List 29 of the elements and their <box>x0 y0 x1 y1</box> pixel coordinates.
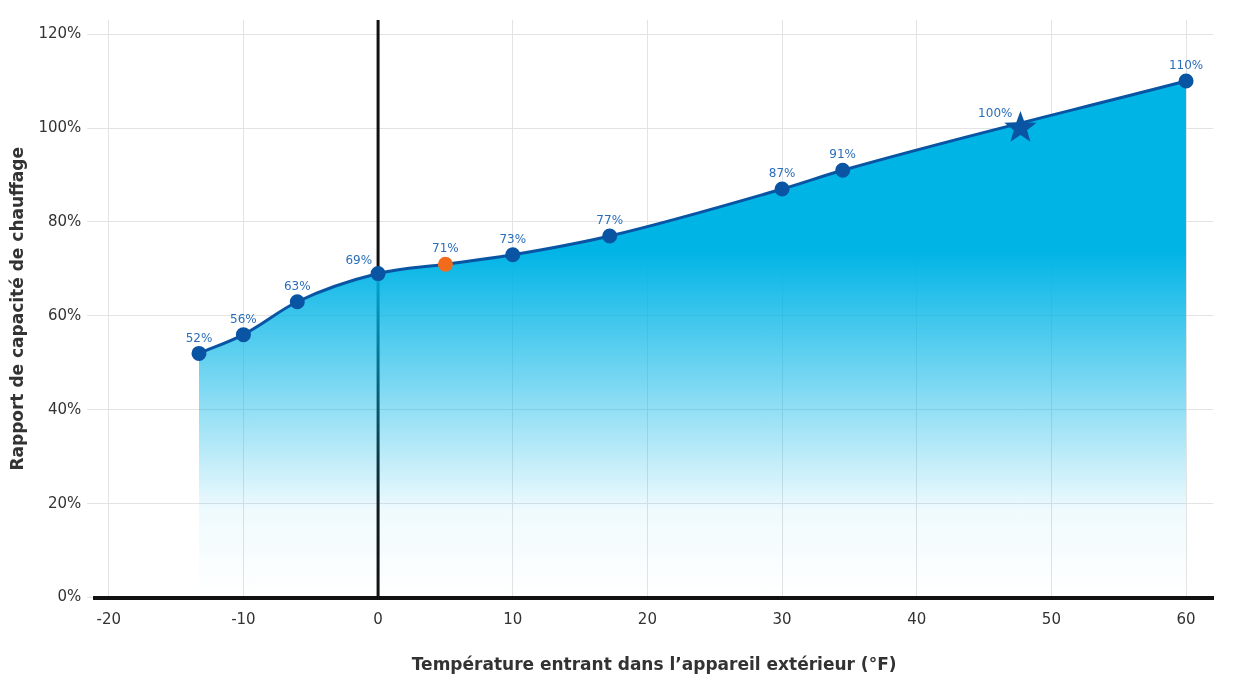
x-tick-label: 60 <box>1176 610 1196 629</box>
y-tick-label: 0% <box>57 587 82 606</box>
y-axis-title: Rapport de capacité de chauffage <box>6 147 27 471</box>
y-tick-label: 100% <box>38 117 82 136</box>
y-tick-label: 80% <box>47 211 82 230</box>
x-tick-label: -10 <box>231 610 256 629</box>
x-axis-title: Température entrant dans l’appareil extérieur (°F) <box>411 654 897 675</box>
y-tick-label: 60% <box>47 305 82 324</box>
data-label: 87% <box>768 166 796 181</box>
data-label: 71% <box>432 241 459 256</box>
data-label: 110% <box>1168 58 1204 73</box>
data-label: 91% <box>829 147 857 162</box>
y-tick-label: 20% <box>47 493 82 512</box>
x-tick-label: 20 <box>637 610 657 629</box>
x-tick-label: 0 <box>373 610 383 629</box>
y-tick-label: 40% <box>47 399 82 418</box>
x-tick-label: 10 <box>503 610 523 629</box>
data-label: 69% <box>345 252 373 267</box>
x-tick-label: 40 <box>907 610 927 629</box>
x-tick-label: -20 <box>96 610 121 629</box>
data-label: 73% <box>499 231 527 246</box>
data-label: 63% <box>283 278 311 293</box>
data-label: 52% <box>185 330 213 345</box>
x-tick-label: 30 <box>772 610 792 629</box>
data-label: 100% <box>978 106 1013 121</box>
data-label: 56% <box>230 311 257 326</box>
data-label: 77% <box>596 213 624 228</box>
x-tick-label: 50 <box>1041 610 1061 629</box>
y-tick-label: 120% <box>38 23 82 42</box>
